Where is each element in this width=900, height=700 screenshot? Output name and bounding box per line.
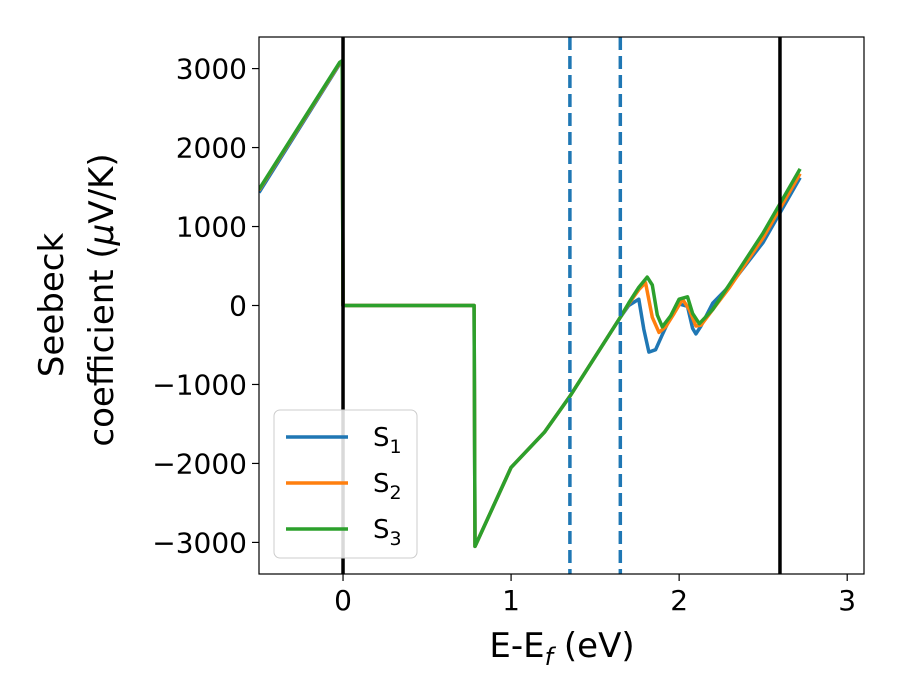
legend-label-2: S2 — [373, 469, 402, 504]
y-tick-label: −3000 — [152, 526, 247, 559]
y-tick-label: 1000 — [176, 211, 247, 244]
y-axis-title-line2-start: coefficient ( — [82, 245, 122, 446]
x-axis-title: E-Ef (eV) — [489, 626, 634, 671]
legend-label-1: S1 — [373, 423, 402, 458]
y-axis: −3000 −2000 −1000 0 1000 2000 3000 — [152, 53, 259, 559]
x-tick-label: 0 — [334, 584, 352, 617]
y-axis-title-mu: μ — [82, 224, 122, 247]
legend-label-3: S3 — [373, 515, 402, 550]
y-tick-label: 3000 — [176, 53, 247, 86]
y-axis-title-line2: coefficient (μV/K) — [82, 153, 122, 446]
x-axis: 0 1 2 3 — [334, 574, 856, 617]
x-tick-label: 3 — [838, 584, 856, 617]
y-axis-title: Seebeck coefficient (μV/K) — [32, 153, 122, 446]
series-line-3 — [259, 58, 802, 549]
y-tick-label: 0 — [229, 290, 247, 323]
y-tick-label: −2000 — [152, 447, 247, 480]
data-lines — [259, 37, 802, 574]
x-axis-title-unit: (eV) — [553, 626, 635, 666]
y-axis-title-line2-end: V/K) — [82, 153, 122, 223]
x-tick-label: 1 — [502, 584, 520, 617]
y-tick-label: 2000 — [176, 132, 247, 165]
y-tick-label: −1000 — [152, 368, 247, 401]
legend: S1 S2 S3 — [273, 409, 418, 559]
x-axis-title-main: E-E — [489, 626, 544, 666]
x-tick-label: 2 — [670, 584, 688, 617]
y-axis-title-line1: Seebeck — [32, 233, 72, 378]
